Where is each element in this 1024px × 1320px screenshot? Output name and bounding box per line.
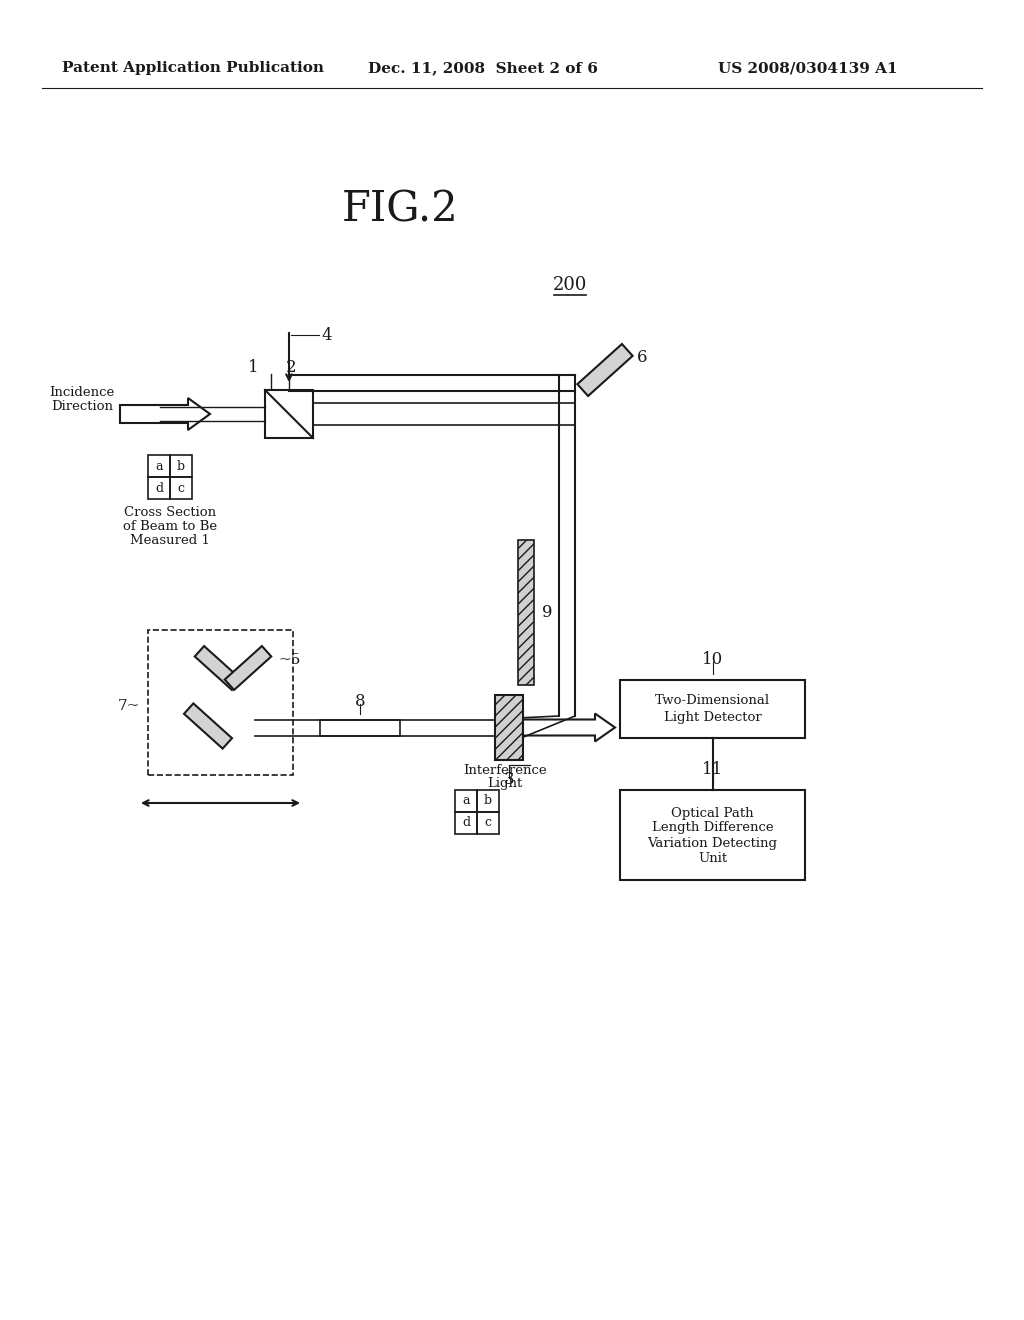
Text: 10: 10	[701, 652, 723, 668]
Text: Light Detector: Light Detector	[664, 710, 762, 723]
Text: 8: 8	[354, 693, 366, 710]
Text: Measured 1: Measured 1	[130, 535, 210, 548]
Polygon shape	[224, 645, 271, 690]
Text: Light: Light	[487, 777, 522, 791]
Text: US 2008/0304139 A1: US 2008/0304139 A1	[718, 61, 898, 75]
Text: Two-Dimensional: Two-Dimensional	[655, 694, 770, 708]
Text: d: d	[155, 482, 163, 495]
Bar	[148, 455, 170, 477]
Text: Cross Section: Cross Section	[124, 507, 216, 520]
Text: 9: 9	[542, 605, 553, 620]
Text: 2: 2	[286, 359, 296, 376]
Text: 11: 11	[701, 762, 723, 779]
Text: a: a	[156, 459, 163, 473]
Text: b: b	[484, 795, 493, 808]
Text: Unit: Unit	[698, 851, 727, 865]
Bar	[620, 680, 805, 738]
Text: Incidence: Incidence	[49, 385, 115, 399]
Bar	[477, 812, 499, 834]
Text: Variation Detecting: Variation Detecting	[647, 837, 777, 850]
Text: Length Difference: Length Difference	[651, 821, 773, 834]
Bar	[265, 389, 313, 438]
Text: FIG.2: FIG.2	[342, 189, 459, 231]
Text: c: c	[484, 817, 492, 829]
Text: b: b	[177, 459, 185, 473]
Text: Patent Application Publication: Patent Application Publication	[62, 61, 324, 75]
Bar	[170, 455, 193, 477]
Bar	[455, 812, 477, 834]
Bar	[170, 477, 193, 499]
Bar	[495, 696, 523, 760]
Text: c: c	[177, 482, 184, 495]
Bar	[319, 719, 400, 737]
Polygon shape	[184, 704, 232, 748]
FancyArrow shape	[523, 714, 615, 742]
Bar	[148, 477, 170, 499]
Bar	[148, 630, 293, 775]
Text: 6: 6	[637, 350, 647, 367]
Polygon shape	[578, 345, 633, 396]
Bar	[518, 540, 534, 685]
Text: d: d	[462, 817, 470, 829]
Text: ~5: ~5	[278, 653, 300, 667]
Text: Optical Path: Optical Path	[671, 807, 754, 820]
Bar	[477, 789, 499, 812]
Polygon shape	[195, 645, 242, 690]
Text: 1: 1	[248, 359, 258, 376]
Text: Interference: Interference	[463, 763, 547, 776]
Text: a: a	[462, 795, 470, 808]
Text: 4: 4	[321, 326, 332, 343]
Text: Dec. 11, 2008  Sheet 2 of 6: Dec. 11, 2008 Sheet 2 of 6	[368, 61, 598, 75]
Text: 3: 3	[504, 771, 514, 788]
Text: 7~: 7~	[118, 700, 140, 714]
Bar	[620, 789, 805, 880]
Text: 200: 200	[553, 276, 587, 294]
Text: Direction: Direction	[51, 400, 113, 412]
FancyArrow shape	[120, 399, 210, 430]
Bar	[455, 789, 477, 812]
Text: of Beam to Be: of Beam to Be	[123, 520, 217, 533]
